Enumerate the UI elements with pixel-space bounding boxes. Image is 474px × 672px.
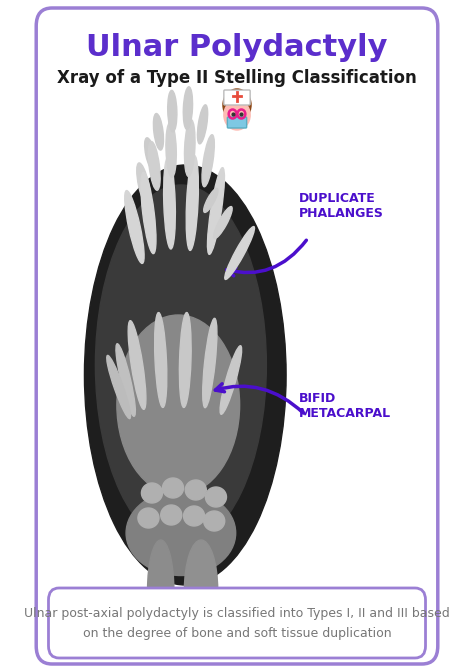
Text: DUPLICATE: DUPLICATE (299, 192, 376, 205)
Circle shape (224, 100, 250, 130)
Ellipse shape (145, 138, 156, 171)
Text: Ulnar post-axial polydactyly is classified into Types I, II and III based: Ulnar post-axial polydactyly is classifi… (24, 607, 450, 620)
Ellipse shape (184, 120, 195, 177)
Ellipse shape (155, 312, 167, 407)
FancyBboxPatch shape (224, 90, 250, 105)
Ellipse shape (168, 90, 177, 132)
Ellipse shape (179, 312, 191, 407)
Ellipse shape (95, 185, 266, 545)
Ellipse shape (128, 321, 146, 409)
Ellipse shape (183, 506, 205, 526)
Ellipse shape (161, 505, 182, 525)
Ellipse shape (137, 163, 151, 207)
Ellipse shape (220, 345, 242, 414)
Text: Xray of a Type II Stelling Classification: Xray of a Type II Stelling Classificatio… (57, 69, 417, 87)
Ellipse shape (84, 165, 286, 585)
FancyBboxPatch shape (48, 588, 426, 658)
Ellipse shape (166, 122, 176, 177)
Ellipse shape (208, 167, 224, 254)
Ellipse shape (204, 188, 218, 212)
Ellipse shape (148, 142, 160, 190)
Ellipse shape (147, 540, 174, 640)
Ellipse shape (202, 134, 214, 187)
Ellipse shape (141, 173, 156, 253)
Ellipse shape (107, 355, 130, 419)
Ellipse shape (185, 480, 206, 500)
Ellipse shape (214, 206, 232, 239)
Ellipse shape (163, 478, 183, 498)
Text: METACARPAL: METACARPAL (299, 407, 392, 420)
Text: BIFID: BIFID (299, 392, 337, 405)
Ellipse shape (141, 483, 163, 503)
Ellipse shape (186, 155, 199, 251)
Ellipse shape (205, 487, 227, 507)
Ellipse shape (164, 157, 175, 249)
Ellipse shape (203, 319, 217, 408)
Ellipse shape (183, 87, 192, 130)
Circle shape (223, 89, 251, 121)
Text: Ulnar Polydactyly: Ulnar Polydactyly (86, 34, 388, 62)
Text: PHALANGES: PHALANGES (299, 207, 384, 220)
Ellipse shape (125, 191, 144, 263)
Ellipse shape (184, 540, 218, 640)
Ellipse shape (117, 315, 240, 495)
Ellipse shape (116, 344, 136, 416)
Ellipse shape (126, 491, 236, 575)
Ellipse shape (225, 226, 255, 280)
Ellipse shape (204, 511, 225, 531)
Ellipse shape (198, 105, 208, 144)
FancyBboxPatch shape (36, 8, 438, 664)
Ellipse shape (138, 508, 159, 528)
Text: on the degree of bone and soft tissue duplication: on the degree of bone and soft tissue du… (82, 628, 392, 640)
Ellipse shape (154, 114, 164, 150)
FancyBboxPatch shape (228, 117, 246, 128)
